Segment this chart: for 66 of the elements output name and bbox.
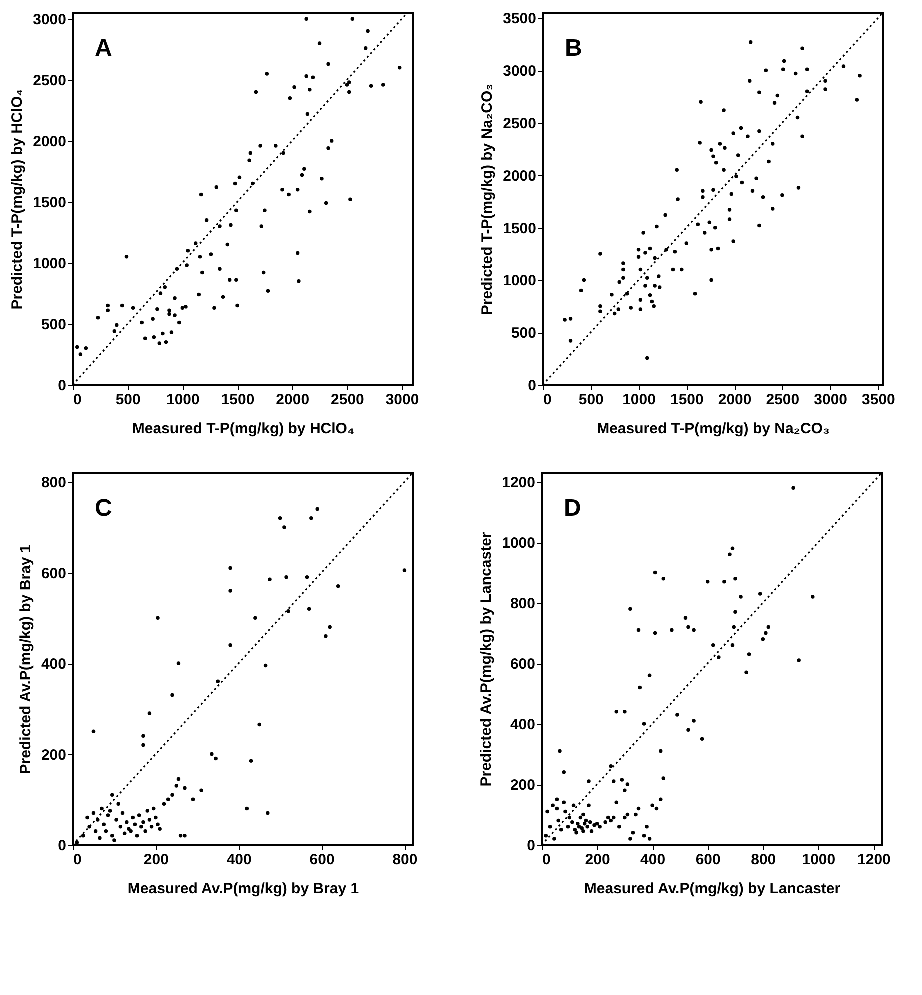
x-tick-label: 2000	[276, 392, 310, 408]
x-tick-label: 3500	[862, 392, 896, 408]
x-tick-label: 0	[544, 392, 552, 408]
x-axis-title: Measured Av.P(mg/kg) by Lancaster	[584, 880, 841, 898]
y-tick-label: 3000	[503, 63, 536, 80]
x-axis-title: Measured T-P(mg/kg) by HClO₄	[132, 420, 355, 438]
x-tick-label: 2000	[718, 392, 752, 408]
x-tick-label: 1000	[802, 852, 836, 868]
x-tick-label: 0	[74, 392, 82, 408]
x-tick-label: 500	[116, 392, 141, 408]
y-tick-label: 0	[58, 838, 66, 854]
x-tick-label: 200	[144, 852, 169, 868]
y-tick-label: 0	[527, 838, 536, 854]
x-tick-label: 600	[310, 852, 335, 868]
x-tick-label: 200	[585, 852, 610, 868]
x-tick-label: 2500	[331, 392, 364, 408]
x-tick-label: 800	[751, 852, 776, 868]
x-tick-label: 0	[74, 852, 82, 868]
y-tick-label: 1000	[503, 272, 536, 290]
y-axis-title: Predicted Av.P(mg/kg) by Bray 1	[17, 544, 34, 774]
y-axis-title: Predicted T-P(mg/kg) by HClO₄	[9, 89, 26, 310]
y-tick-label: 1000	[502, 535, 536, 552]
y-tick-label: 200	[510, 777, 536, 794]
x-tick-label: 1000	[166, 392, 200, 408]
x-tick-label: 800	[392, 852, 418, 868]
y-tick-label: 400	[510, 716, 536, 734]
y-axis-title: Predicted Av.P(mg/kg) by Lancaster	[478, 532, 496, 787]
y-tick-label: 400	[41, 656, 66, 674]
x-tick-label: 1200	[858, 852, 891, 868]
y-tick-label: 500	[41, 316, 66, 334]
y-tick-label: 1500	[503, 220, 536, 238]
y-tick-label: 3500	[503, 10, 536, 28]
annotation: B	[565, 35, 582, 62]
y-tick-label: 3000	[33, 12, 66, 29]
x-tick-label: 400	[640, 852, 666, 868]
y-tick-label: 600	[41, 565, 66, 582]
y-tick-label: 2500	[503, 116, 536, 133]
annotation: A	[95, 35, 112, 62]
x-axis-title: Measured Av.P(mg/kg) by Bray 1	[128, 880, 360, 898]
y-tick-label: 1500	[33, 194, 66, 212]
y-tick-label: 2500	[33, 72, 66, 90]
y-tick-label: 1200	[502, 474, 536, 492]
y-tick-label: 800	[41, 474, 66, 492]
x-tick-label: 3000	[814, 392, 848, 408]
y-tick-label: 2000	[33, 134, 66, 151]
annotation: C	[95, 495, 112, 522]
y-tick-label: 2000	[503, 168, 536, 185]
x-tick-label: 400	[226, 852, 252, 868]
y-tick-label: 800	[510, 596, 536, 613]
x-tick-label: 1000	[622, 392, 656, 408]
y-tick-label: 500	[511, 325, 536, 342]
y-axis-title: Predicted T-P(mg/kg) by Na₂CO₃	[479, 84, 496, 316]
y-tick-label: 1000	[33, 256, 66, 273]
x-tick-label: 3000	[386, 392, 420, 408]
y-tick-label: 600	[510, 656, 536, 674]
y-tick-label: 0	[58, 378, 66, 394]
x-tick-label: 600	[696, 852, 721, 868]
x-tick-label: 2500	[766, 392, 800, 408]
x-tick-label: 0	[542, 852, 551, 868]
y-tick-label: 0	[528, 378, 536, 394]
annotation: D	[564, 495, 582, 522]
x-tick-label: 1500	[670, 392, 704, 408]
y-tick-label: 200	[41, 746, 66, 764]
x-tick-label: 500	[578, 392, 604, 408]
x-axis-title: Measured T-P(mg/kg) by Na₂CO₃	[597, 420, 830, 438]
x-tick-label: 1500	[221, 392, 255, 408]
